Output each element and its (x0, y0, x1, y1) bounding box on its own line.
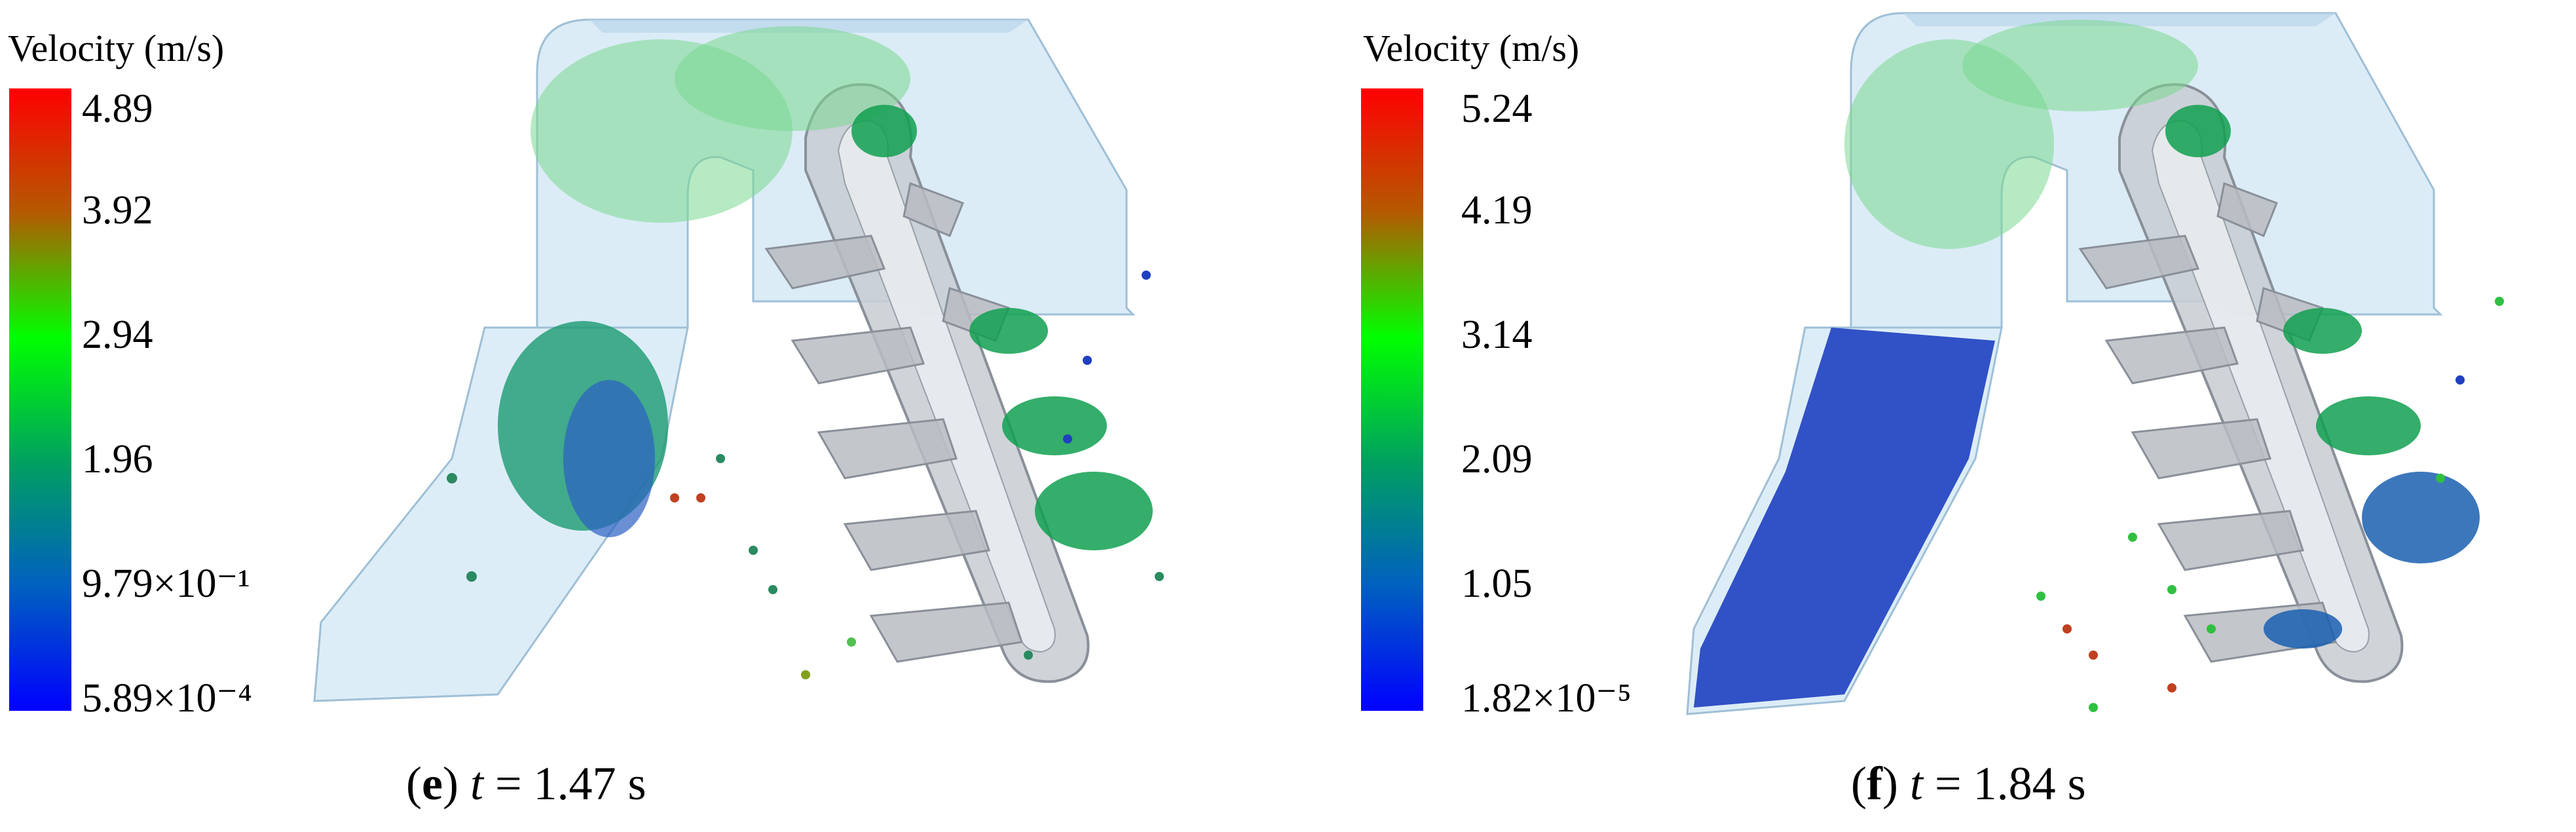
particles-scattered (2036, 297, 2504, 712)
hopper-top-face (1903, 13, 2336, 26)
colorbar-tick-2: 4.19 (1461, 188, 1533, 233)
panel-e: Velocity (m/s) 4.89 3.92 2.94 1.96 9.79×… (8, 18, 1164, 810)
particles-buckets (851, 105, 1153, 550)
colorbar-tick-4: 2.09 (1461, 437, 1533, 482)
conveyor-simulation-render (313, 18, 1164, 702)
colorbar-tick-4: 1.96 (82, 437, 153, 482)
colorbar-tick-5: 1.05 (1461, 561, 1533, 606)
conveyor-buckets (764, 181, 1023, 663)
colorbar-tick-1: 4.89 (82, 86, 153, 131)
colorbar-tick-2: 3.92 (82, 188, 153, 233)
colorbar-tick-5: 9.79×10⁻¹ (82, 561, 250, 606)
colorbar-tick-6: 1.82×10⁻⁵ (1461, 676, 1632, 721)
colorbar-gradient (9, 88, 71, 711)
colorbar-tick-6: 5.89×10⁻⁴ (82, 676, 252, 721)
colorbar-tick-1: 5.24 (1461, 86, 1533, 131)
hopper-top-face (589, 20, 1028, 33)
colorbar-title: Velocity (m/s) (1363, 27, 1580, 69)
colorbar-tick-3: 3.14 (1461, 312, 1533, 357)
particles-scattered (447, 271, 1164, 679)
particles-buckets-blue (2264, 472, 2480, 649)
conveyor-simulation-render (1686, 12, 2504, 715)
particles-chute-blue (563, 380, 655, 537)
colorbar-gradient (1361, 88, 1423, 711)
particles-hopper (1844, 20, 2198, 249)
particles-hopper (531, 26, 910, 223)
panel-f: Velocity (m/s) 5.24 4.19 3.14 2.09 1.05 … (1288, 0, 2576, 832)
panel-caption: (e) t = 1.47 s (406, 757, 646, 810)
panel-caption: (f) t = 1.84 s (1851, 757, 2086, 810)
particles-chute (1694, 328, 1995, 708)
colorbar-tick-3: 2.94 (82, 312, 153, 357)
particles-buckets (2165, 105, 2421, 455)
conveyor-buckets (2078, 181, 2337, 663)
colorbar-title: Velocity (m/s) (8, 27, 225, 69)
